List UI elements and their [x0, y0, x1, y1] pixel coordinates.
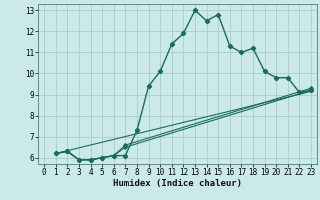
X-axis label: Humidex (Indice chaleur): Humidex (Indice chaleur): [113, 179, 242, 188]
